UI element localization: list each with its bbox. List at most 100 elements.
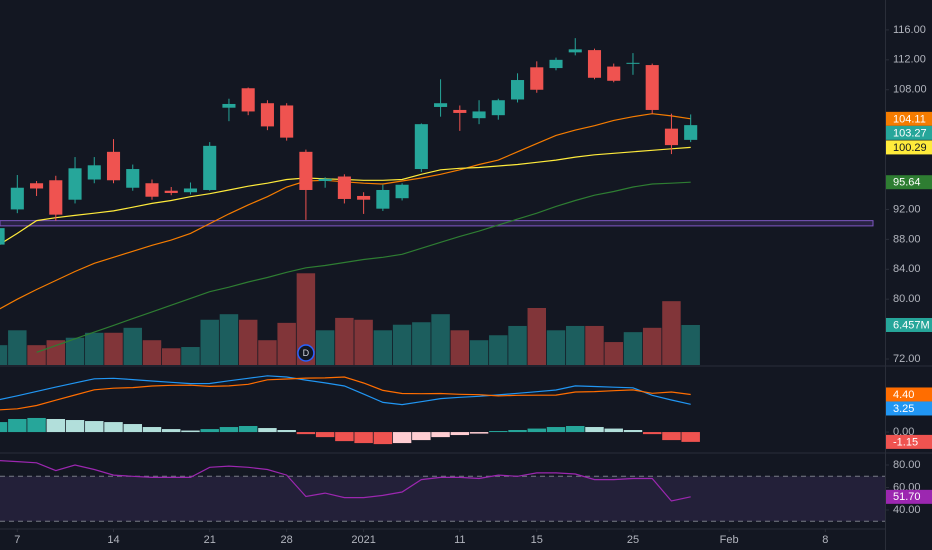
candle-body [183, 188, 198, 193]
last-value-label: 100.29 [893, 142, 927, 154]
macd-histogram-bar [527, 428, 547, 433]
last-value-label: 51.70 [893, 491, 921, 503]
macd-histogram-bar [585, 427, 604, 433]
candle-body [357, 195, 371, 200]
macd-histogram-bar [642, 432, 662, 435]
macd-histogram-bar [392, 432, 412, 444]
volume-bar [546, 330, 566, 365]
candle-body [664, 128, 678, 146]
candle-body [106, 151, 121, 181]
last-value-badge [886, 140, 932, 155]
macd-pane [0, 375, 700, 445]
volume-bar [181, 347, 200, 365]
volume-bar [566, 325, 585, 365]
dividend-marker [297, 344, 315, 362]
volume-bar [8, 330, 27, 365]
candle-body [241, 88, 255, 112]
candle-body [607, 66, 621, 81]
candle-body [645, 65, 659, 110]
last-value-label: 104.11 [893, 113, 926, 125]
volume-bar [0, 345, 8, 365]
macd-line [0, 375, 691, 406]
x-tick-label: 25 [627, 534, 639, 546]
volume-bar [65, 337, 85, 365]
macd-histogram-bar [489, 431, 508, 433]
volume-bar [258, 340, 277, 365]
candle-body [587, 50, 602, 78]
macd-histogram-bar [604, 428, 623, 433]
last-value-badge [886, 111, 932, 126]
x-tick-label: 14 [107, 534, 119, 546]
volume-bar [200, 319, 219, 365]
macd-histogram-bar [123, 424, 142, 433]
volume-bar [604, 342, 623, 365]
last-value-label: 6.457M [893, 319, 930, 331]
dividend-label: D [303, 348, 310, 358]
candle-body [222, 103, 236, 108]
last-value-label: 95.64 [893, 177, 921, 189]
volume-bar [431, 314, 450, 365]
volume-bar [527, 307, 547, 365]
volume-bar [27, 345, 46, 365]
macd-histogram-bar [238, 425, 258, 433]
macd-histogram-bar [27, 417, 46, 433]
volume-bar [277, 322, 296, 365]
candle-body [164, 190, 178, 193]
macd-histogram-bar [104, 422, 123, 433]
volume-bar [104, 332, 123, 365]
last-value-label: -1.15 [893, 436, 918, 448]
candle-body [453, 109, 467, 113]
last-value-badge [886, 125, 932, 140]
volume-bar [142, 340, 162, 365]
y-tick-label: 72.00 [893, 353, 921, 365]
volume-bar [161, 348, 181, 365]
y-tick-label: 108.00 [893, 84, 927, 96]
volume-bar [585, 325, 604, 365]
macd-histogram-bar [46, 418, 66, 433]
volume-bar [681, 324, 700, 365]
y-tick-label: 40.00 [893, 504, 921, 516]
candle-body [414, 124, 428, 170]
y-tick-label: 84.00 [893, 263, 921, 275]
candle-body [376, 189, 390, 209]
macd-histogram-bar [450, 432, 470, 436]
candle-body [568, 49, 582, 53]
macd-histogram-bar [335, 432, 354, 442]
macd-histogram-bar [200, 429, 219, 433]
candle-body [49, 180, 63, 215]
macd-histogram-bar [546, 427, 566, 433]
y-tick-label: 80.00 [893, 293, 921, 305]
candle-body [395, 184, 409, 199]
moving-average-line [36, 181, 691, 353]
volume-bar [315, 330, 335, 365]
y-tick-label: 112.00 [893, 54, 926, 66]
volume-bar [469, 340, 489, 365]
y-tick-label: 116.00 [893, 24, 926, 36]
candle-body [549, 59, 563, 69]
volume-bar [392, 324, 412, 365]
rsi-pane [0, 460, 885, 522]
candle-body [472, 111, 486, 119]
macd-histogram-bar [85, 421, 104, 433]
volume-bar [354, 319, 373, 365]
volume-bar [642, 327, 662, 365]
macd-histogram-bar [623, 430, 643, 433]
volume-bar [412, 322, 431, 365]
volume-bar [450, 330, 470, 365]
volume-bar [123, 327, 142, 365]
x-tick-label: Feb [720, 534, 739, 546]
volume-bar [85, 332, 104, 365]
macd-line [0, 376, 691, 411]
candle-body [280, 105, 294, 138]
volume-bar [623, 332, 643, 365]
candle-body [530, 67, 544, 90]
macd-histogram-bar [258, 428, 277, 433]
x-tick-label: 11 [454, 534, 465, 546]
x-tick-label: 28 [281, 534, 293, 546]
last-value-label: 3.25 [893, 403, 914, 415]
rsi-line [0, 460, 691, 502]
macd-histogram-bar [65, 420, 85, 433]
candle-body [510, 80, 525, 100]
candle-body [434, 103, 448, 107]
